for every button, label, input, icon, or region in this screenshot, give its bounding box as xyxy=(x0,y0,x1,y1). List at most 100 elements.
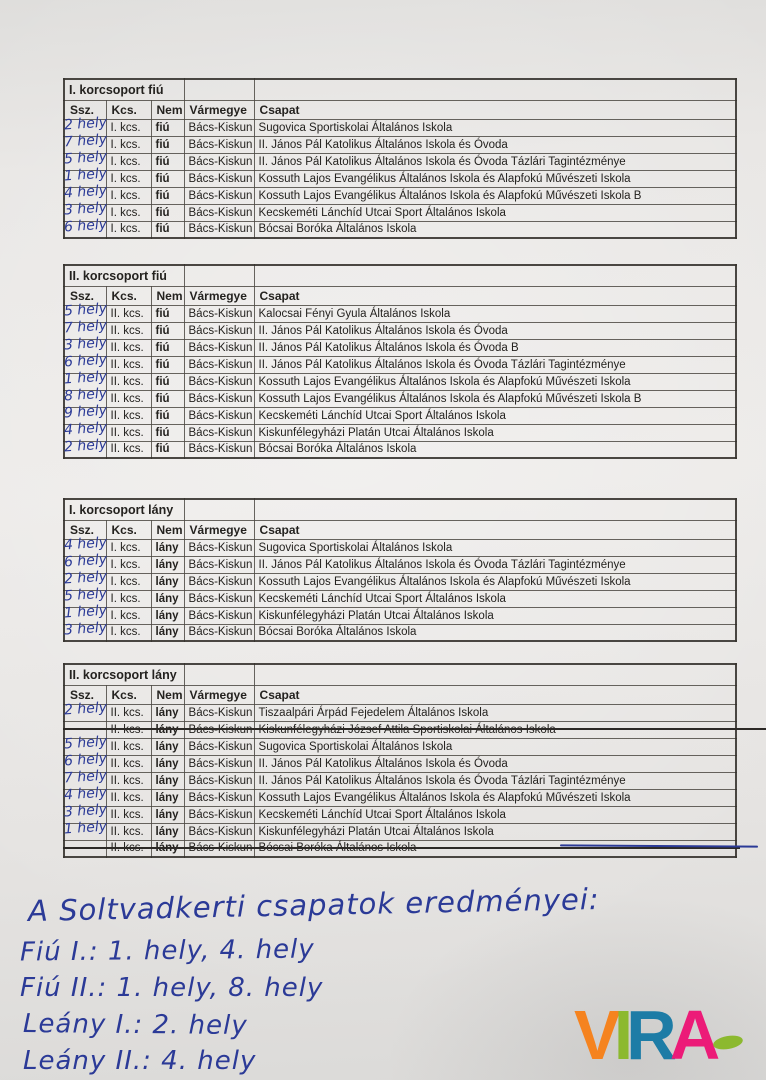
cell-csapat: Bócsai Boróka Általános Iskola xyxy=(253,220,737,239)
table-row: 2 hely I. kcs. fiú Bács-Kiskun Sugovica Spor… xyxy=(63,114,737,137)
cell-ssz: 1 hely xyxy=(63,368,108,391)
column-header: Nem xyxy=(150,285,185,306)
cell-ssz: 4 hely xyxy=(63,419,108,442)
cell-csapat: Sugovica Sportiskolai Általános Iskola xyxy=(253,737,737,756)
cell-nem: lány xyxy=(150,788,185,807)
cell-nem: fiú xyxy=(150,169,185,188)
cell-ssz: 7 hely xyxy=(63,767,108,790)
column-header: Ssz. xyxy=(63,684,107,705)
cell-ssz: 2 hely xyxy=(63,699,108,722)
cell-nem: lány xyxy=(150,754,185,773)
cell-kcs: II. kcs. xyxy=(105,822,152,841)
cell-ssz: 6 hely xyxy=(63,551,108,574)
vira-logo: VIRA xyxy=(574,996,766,1074)
cell-nem: fiú xyxy=(150,389,185,408)
cell-kcs: I. kcs. xyxy=(105,203,152,222)
table-header-row: Ssz. Kcs. Nem Vármegye Csapat xyxy=(63,519,737,540)
cell-nem: fiú xyxy=(150,304,185,323)
table-row: 5 hely I. kcs. fiú Bács-Kiskun II. János Pál… xyxy=(63,148,737,171)
cell-varmegye: Bács-Kiskun xyxy=(183,440,255,459)
cell-csapat: Kiskunfélegyházi Platán Utcai Általános … xyxy=(253,606,737,625)
cell-csapat: II. János Pál Katolikus Általános Iskola… xyxy=(253,555,737,574)
cell-ssz: 5 hely xyxy=(63,300,108,323)
cell-csapat: Kossuth Lajos Evangélikus Általános Isko… xyxy=(253,788,737,807)
title-empty-cell xyxy=(253,264,737,287)
cell-csapat: Tiszaalpári Árpád Fejedelem Általános Is… xyxy=(253,703,737,722)
cell-kcs: II. kcs. xyxy=(105,771,152,790)
results-table: I. korcsoport fiú Ssz. Kcs. Nem Vármegye Csap… xyxy=(63,78,738,239)
cell-varmegye: Bács-Kiskun xyxy=(183,203,255,222)
cell-varmegye: Bács-Kiskun xyxy=(183,321,255,340)
cell-ssz: 9 hely xyxy=(63,402,108,425)
table-row: 1 hely II. kcs. lány Bács-Kiskun Kiskunféleg… xyxy=(63,818,737,841)
cell-nem: fiú xyxy=(150,440,185,459)
cell-ssz: 1 hely xyxy=(63,165,108,188)
cell-varmegye: Bács-Kiskun xyxy=(183,555,255,574)
logo-letter-r: R xyxy=(626,996,676,1074)
table-row: 4 hely II. kcs. fiú Bács-Kiskun Kiskunfélegy… xyxy=(63,419,737,442)
table-row: 3 hely II. kcs. lány Bács-Kiskun Kecskeméti … xyxy=(63,801,737,824)
cell-kcs: I. kcs. xyxy=(105,169,152,188)
table-title: I. korcsoport lány xyxy=(63,498,185,521)
table-row: 6 hely I. kcs. fiú Bács-Kiskun Bócsai Boróka… xyxy=(63,216,737,239)
cell-ssz: 3 hely xyxy=(63,619,108,642)
results-grid: I. korcsoport fiú Ssz. Kcs. Nem Vármegye Csap… xyxy=(63,78,738,239)
cell-nem: lány xyxy=(150,805,185,824)
cell-kcs: I. kcs. xyxy=(105,589,152,608)
cell-nem: fiú xyxy=(150,152,185,171)
cell-ssz: 2 hely xyxy=(63,114,108,137)
column-header: Nem xyxy=(150,99,185,120)
cell-ssz: 5 hely xyxy=(63,585,108,608)
table-row: 3 hely I. kcs. lány Bács-Kiskun Bócsai Borók… xyxy=(63,619,737,642)
cell-csapat: Bócsai Boróka Általános Iskola xyxy=(253,440,737,459)
cell-csapat: Kossuth Lajos Evangélikus Általános Isko… xyxy=(253,389,737,408)
table-row: 7 hely I. kcs. fiú Bács-Kiskun II. János Pál… xyxy=(63,131,737,154)
cell-kcs: I. kcs. xyxy=(105,572,152,591)
handwritten-note-line: A Soltvadkerti csapatok eredményei: xyxy=(27,882,600,928)
cell-varmegye: Bács-Kiskun xyxy=(183,304,255,323)
column-header: Vármegye xyxy=(183,285,255,306)
cell-ssz: 5 hely xyxy=(63,733,108,756)
cell-varmegye: Bács-Kiskun xyxy=(183,423,255,442)
table-row: 1 hely I. kcs. lány Bács-Kiskun Kiskunfélegy… xyxy=(63,602,737,625)
cell-nem: lány xyxy=(150,555,185,574)
table-row: 5 hely II. kcs. lány Bács-Kiskun Sugovica Sp… xyxy=(63,733,737,756)
cell-kcs: II. kcs. xyxy=(105,737,152,756)
cell-csapat: Kossuth Lajos Evangélikus Általános Isko… xyxy=(253,186,737,205)
table-row: 7 hely II. kcs. lány Bács-Kiskun II. János P… xyxy=(63,767,737,790)
cell-varmegye: Bács-Kiskun xyxy=(183,771,255,790)
cell-kcs: II. kcs. xyxy=(105,788,152,807)
cell-nem: lány xyxy=(150,572,185,591)
cell-ssz: 6 hely xyxy=(63,750,108,773)
table-title: II. korcsoport lány xyxy=(63,663,185,686)
cell-csapat: II. János Pál Katolikus Általános Iskola… xyxy=(253,338,737,357)
cell-csapat: II. János Pál Katolikus Általános Iskola… xyxy=(253,135,737,154)
cell-varmegye: Bács-Kiskun xyxy=(183,220,255,239)
cell-varmegye: Bács-Kiskun xyxy=(183,169,255,188)
cell-ssz: 3 hely xyxy=(63,334,108,357)
column-header: Vármegye xyxy=(183,99,255,120)
table-row: 2 hely II. kcs. lány Bács-Kiskun Tiszaalpári… xyxy=(63,699,737,722)
cell-nem: fiú xyxy=(150,338,185,357)
cell-ssz: 6 hely xyxy=(63,216,108,239)
cell-nem: lány xyxy=(150,538,185,557)
cell-nem: lány xyxy=(150,589,185,608)
cell-kcs: II. kcs. xyxy=(105,355,152,374)
title-empty-cell xyxy=(183,264,255,287)
cell-nem: lány xyxy=(150,771,185,790)
cell-nem: fiú xyxy=(150,355,185,374)
cell-nem: fiú xyxy=(150,135,185,154)
cell-varmegye: Bács-Kiskun xyxy=(183,186,255,205)
results-grid: II. korcsoport fiú Ssz. Kcs. Nem Vármegye Csa… xyxy=(63,264,737,459)
cell-kcs: II. kcs. xyxy=(105,372,152,391)
title-empty-cell xyxy=(183,78,255,101)
logo-letter-a: A xyxy=(669,996,720,1074)
table-row: 5 hely II. kcs. fiú Bács-Kiskun Kalocsai Fén… xyxy=(63,300,737,323)
cell-varmegye: Bács-Kiskun xyxy=(183,406,255,425)
handwritten-note-line: Leány II.: 4. hely xyxy=(23,1046,257,1076)
cell-ssz: 1 hely xyxy=(63,818,108,841)
cell-kcs: II. kcs. xyxy=(105,423,152,442)
strikethrough-line xyxy=(63,728,766,730)
cell-csapat: Kossuth Lajos Evangélikus Általános Isko… xyxy=(253,572,737,591)
cell-ssz: 8 hely xyxy=(63,385,108,408)
